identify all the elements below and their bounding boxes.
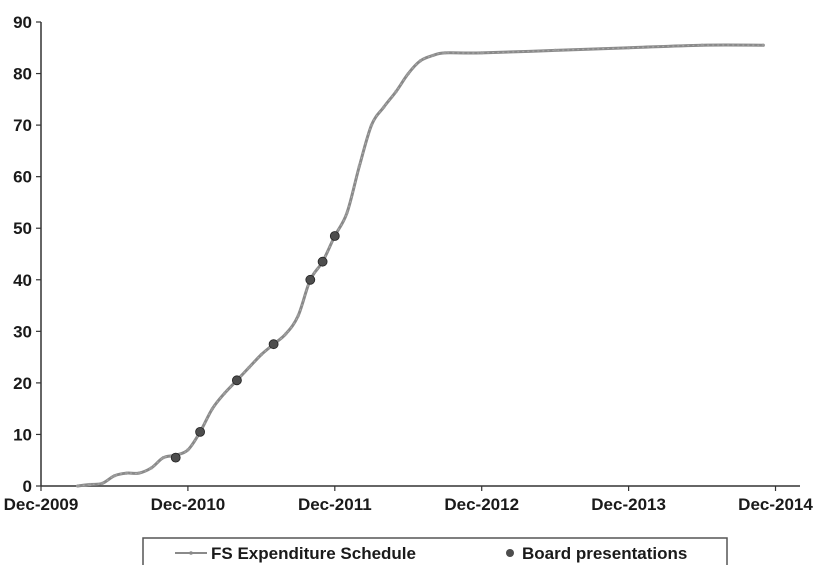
y-tick-label: 90 bbox=[13, 13, 32, 32]
series-point bbox=[112, 474, 117, 478]
x-tick-label: Dec-2009 bbox=[4, 495, 79, 514]
series-point bbox=[223, 391, 227, 395]
series-point bbox=[369, 123, 374, 127]
chart-series bbox=[76, 43, 765, 488]
series-point bbox=[357, 164, 361, 168]
series-point bbox=[137, 471, 141, 475]
legend-item-line: FS Expenditure Schedule bbox=[175, 544, 416, 563]
series-line-expenditure bbox=[76, 43, 765, 488]
board-presentation-marker bbox=[231, 375, 242, 386]
board-presentation-marker bbox=[317, 256, 328, 267]
y-tick-label: 20 bbox=[13, 374, 32, 393]
y-tick-label: 0 bbox=[23, 477, 32, 496]
series-point bbox=[259, 352, 263, 357]
y-tick-label: 30 bbox=[13, 322, 32, 341]
chart-legend: FS Expenditure Schedule Board presentati… bbox=[142, 537, 728, 570]
board-presentation-marker bbox=[170, 452, 181, 463]
series-point bbox=[284, 332, 288, 336]
series-point bbox=[100, 481, 104, 485]
legend-label-expenditure: FS Expenditure Schedule bbox=[211, 544, 416, 563]
board-presentation-marker bbox=[305, 274, 316, 285]
chart-axes: 0 10 20 30 40 50 60 70 80 90 Dec-2009 Dec-2010 Dec-2… bbox=[4, 13, 813, 514]
y-tick-label: 50 bbox=[13, 219, 32, 238]
board-presentation-marker bbox=[195, 426, 206, 437]
series-point bbox=[76, 484, 80, 488]
y-tick-label: 60 bbox=[13, 168, 32, 187]
x-tick-label: Dec-2012 bbox=[444, 495, 519, 514]
series-point bbox=[210, 407, 214, 411]
series-point bbox=[186, 448, 190, 452]
series-point bbox=[394, 90, 398, 94]
series-point bbox=[161, 456, 165, 460]
x-tick-label: Dec-2010 bbox=[151, 495, 226, 514]
board-presentation-marker bbox=[329, 231, 340, 241]
y-tick-label: 10 bbox=[13, 425, 32, 444]
series-point bbox=[296, 314, 300, 318]
series-point bbox=[382, 105, 386, 109]
y-tick-label: 40 bbox=[13, 271, 32, 290]
y-tick-label: 70 bbox=[13, 116, 32, 135]
series-point bbox=[88, 482, 92, 487]
y-tick-label: 80 bbox=[13, 65, 32, 84]
x-tick-label: Dec-2011 bbox=[298, 495, 372, 514]
series-point bbox=[345, 211, 349, 215]
series-point bbox=[247, 365, 251, 369]
series-point bbox=[761, 43, 765, 47]
legend-dot-swatch bbox=[506, 549, 514, 557]
series-point bbox=[443, 51, 447, 55]
series-point bbox=[418, 59, 423, 63]
series-point bbox=[431, 53, 435, 58]
legend-item-dot: Board presentations bbox=[506, 544, 687, 563]
series-point bbox=[553, 48, 557, 53]
series-point bbox=[480, 51, 484, 55]
series-point bbox=[700, 43, 704, 47]
x-tick-label: Dec-2014 bbox=[738, 495, 813, 514]
series-point bbox=[125, 471, 129, 475]
series-point bbox=[406, 72, 410, 76]
series-line-expenditure-texture bbox=[77, 44, 764, 487]
legend-label-board: Board presentations bbox=[522, 544, 687, 563]
x-tick-label: Dec-2013 bbox=[591, 495, 666, 514]
chart-markers bbox=[170, 231, 340, 463]
legend-line-swatch-dot bbox=[189, 551, 193, 555]
series-point bbox=[627, 46, 631, 50]
series-point bbox=[149, 466, 153, 470]
board-presentation-marker bbox=[268, 339, 279, 350]
